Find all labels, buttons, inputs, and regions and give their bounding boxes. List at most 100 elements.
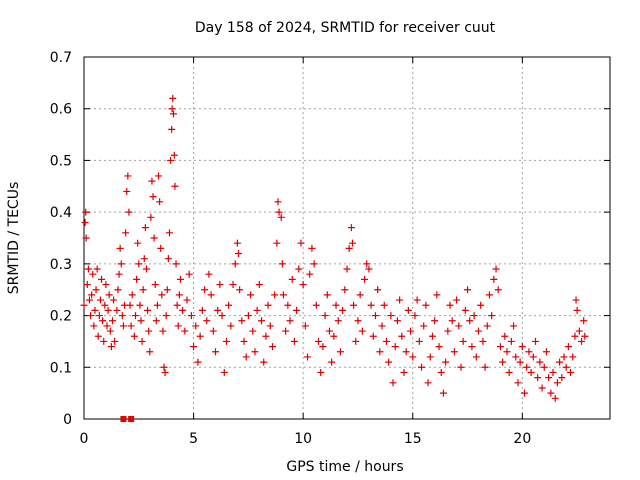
data-point <box>116 244 124 252</box>
data-point <box>496 343 504 351</box>
data-point <box>310 260 318 268</box>
data-point <box>573 306 581 314</box>
data-point <box>153 301 161 309</box>
data-point <box>148 177 156 185</box>
y-axis-label: SRMTID / TECUs <box>6 182 22 295</box>
data-point <box>575 327 583 335</box>
data-point <box>183 296 191 304</box>
data-point <box>439 389 447 397</box>
data-point <box>173 301 181 309</box>
data-point <box>236 286 244 294</box>
data-point-zero <box>128 416 135 422</box>
data-point <box>466 317 474 325</box>
data-point <box>144 306 152 314</box>
data-point <box>317 368 325 376</box>
data-point <box>260 358 268 366</box>
data-point <box>137 317 145 325</box>
data-point <box>277 213 285 221</box>
data-point <box>378 322 386 330</box>
data-point <box>369 332 377 340</box>
data-point <box>567 368 575 376</box>
data-point <box>521 389 529 397</box>
data-point <box>89 270 97 278</box>
data-point <box>133 275 141 283</box>
data-point <box>216 281 224 289</box>
data-point <box>278 260 286 268</box>
data-point <box>415 337 423 345</box>
data-point <box>475 327 482 335</box>
data-point <box>553 379 561 387</box>
data-point <box>203 317 211 325</box>
data-point <box>111 337 119 345</box>
data-point <box>413 296 421 304</box>
data-point <box>105 291 113 299</box>
data-point <box>345 244 353 252</box>
data-point <box>201 286 209 294</box>
data-point <box>468 343 476 351</box>
data-point <box>512 353 520 361</box>
data-point <box>279 291 287 299</box>
data-point <box>396 296 404 304</box>
data-point <box>255 281 263 289</box>
data-point <box>545 374 553 382</box>
data-point <box>113 306 121 314</box>
data-point <box>90 322 98 330</box>
data-point <box>411 312 419 320</box>
x-tick-label: 20 <box>513 431 531 447</box>
data-point <box>167 156 175 164</box>
data-point <box>540 363 548 371</box>
data-point <box>159 327 167 335</box>
data-point <box>231 260 239 268</box>
chart-title: Day 158 of 2024, SRMTID for receiver cuu… <box>195 20 496 36</box>
data-point <box>187 312 195 320</box>
data-point <box>578 337 586 345</box>
data-point <box>209 327 217 335</box>
data-point <box>581 332 589 340</box>
data-point <box>459 337 467 345</box>
data-point <box>336 348 344 356</box>
data-point <box>538 384 546 392</box>
x-tick-label: 15 <box>404 431 422 447</box>
data-point <box>155 172 163 180</box>
data-point <box>138 337 146 345</box>
y-tick-label: 0.1 <box>50 360 72 376</box>
data-point <box>400 368 408 376</box>
data-point <box>229 281 237 289</box>
data-point <box>354 317 362 325</box>
data-point <box>271 291 279 299</box>
data-point <box>240 337 248 345</box>
data-point <box>81 218 89 226</box>
data-point <box>330 332 338 340</box>
data-point <box>82 234 90 242</box>
data-point <box>152 317 160 325</box>
data-point <box>125 208 133 216</box>
data-point <box>249 327 257 335</box>
data-point <box>95 312 103 320</box>
data-point <box>531 337 539 345</box>
data-point <box>306 270 314 278</box>
data-point <box>350 301 358 309</box>
data-point <box>146 348 154 356</box>
data-point <box>556 358 564 366</box>
data-point <box>551 394 559 402</box>
data-point <box>100 337 108 345</box>
data-point <box>127 322 135 330</box>
y-tick-label: 0.6 <box>50 102 72 118</box>
data-point <box>275 208 283 216</box>
grid-lines <box>84 57 610 419</box>
data-point <box>448 317 456 325</box>
data-point <box>428 332 436 340</box>
data-point <box>542 348 550 356</box>
data-point <box>142 265 150 273</box>
data-point <box>420 322 428 330</box>
data-point <box>363 260 371 268</box>
data-point <box>457 363 465 371</box>
data-point <box>134 239 142 247</box>
data-point <box>564 343 572 351</box>
data-point <box>150 234 158 242</box>
data-point <box>442 358 450 366</box>
data-point <box>164 255 172 263</box>
y-tick-label: 0.4 <box>50 205 72 221</box>
data-point <box>218 312 226 320</box>
data-point <box>151 281 159 289</box>
